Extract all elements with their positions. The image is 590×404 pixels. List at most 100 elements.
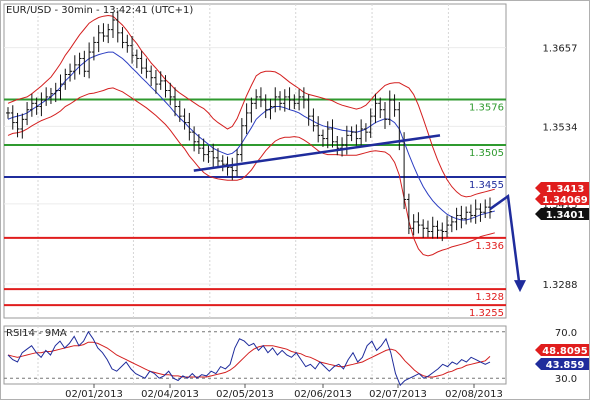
- price-bar: [483, 199, 488, 219]
- y-tick-label: 1.3288: [543, 280, 578, 291]
- price-bar: [72, 55, 77, 80]
- price-bar: [110, 12, 115, 38]
- price-bar: [68, 63, 73, 82]
- price-bar: [177, 100, 182, 122]
- forecast-arrow-head: [514, 280, 526, 293]
- price-bar: [387, 90, 392, 126]
- rsi-ma-line: [7, 341, 491, 378]
- price-bar: [39, 92, 44, 117]
- rsi-tick-label: 70.0: [555, 328, 577, 339]
- badge-bid-label: 1.34069: [542, 195, 588, 206]
- price-bar: [325, 121, 330, 149]
- y-tick-label: 1.3657: [543, 44, 578, 55]
- price-bar: [34, 97, 39, 115]
- price-bar: [192, 126, 197, 152]
- price-bar: [158, 71, 163, 90]
- price-bar: [130, 36, 135, 64]
- price-bar: [201, 138, 206, 162]
- price-bar: [330, 119, 335, 148]
- badge-last-shape: [535, 182, 589, 194]
- price-bar: [373, 93, 378, 124]
- price-bar: [77, 52, 82, 75]
- price-bar: [258, 87, 263, 108]
- level-label: 1.328: [475, 292, 504, 303]
- price-bar: [187, 112, 192, 141]
- price-bar: [139, 50, 144, 74]
- price-bar: [211, 143, 216, 168]
- y-tick-label: 1.3534: [543, 122, 578, 133]
- level-label: 1.3255: [469, 308, 504, 319]
- level-label: 1.3576: [469, 102, 504, 113]
- price-bar: [335, 136, 340, 156]
- level-label: 1.336: [475, 241, 504, 252]
- level-label: 1.3505: [469, 148, 504, 159]
- price-bar: [454, 207, 459, 231]
- price-bar: [383, 102, 388, 129]
- price-bar: [144, 58, 149, 79]
- x-tick-label: 02/08/2013: [445, 389, 503, 400]
- price-bar: [82, 50, 87, 78]
- price-bar: [220, 155, 225, 172]
- badge-price-label: 1.3401: [546, 210, 585, 221]
- rsi-badge-shape: [535, 358, 589, 370]
- price-bar: [6, 107, 10, 119]
- price-bar: [25, 102, 30, 126]
- price-bar: [106, 23, 111, 44]
- price-bar: [273, 87, 278, 113]
- price-bar: [48, 87, 53, 104]
- price-bar: [15, 112, 20, 138]
- x-tick-label: 02/04/2013: [141, 389, 199, 400]
- rsi-title: RSI14 - 9MA: [6, 328, 67, 339]
- price-bar: [120, 27, 125, 49]
- price-bar: [96, 25, 101, 53]
- price-bar: [163, 75, 168, 98]
- level-label: 1.3455: [469, 180, 504, 191]
- badge-price-shape: [535, 208, 589, 220]
- price-bar: [215, 148, 220, 167]
- price-bar: [349, 126, 354, 142]
- rsi-line: [7, 330, 491, 387]
- price-bar: [10, 105, 15, 130]
- price-bar: [63, 68, 68, 90]
- badge-last-label: 1.3413: [546, 184, 585, 195]
- price-bar: [44, 87, 49, 106]
- price-bar: [125, 34, 130, 53]
- price-bar: [292, 94, 297, 110]
- price-bar: [416, 212, 421, 234]
- price-bar: [58, 74, 63, 101]
- price-bar: [282, 89, 287, 112]
- price-bar: [440, 222, 445, 242]
- price-bar: [392, 94, 397, 117]
- price-bar: [301, 87, 306, 109]
- price-bar: [297, 89, 302, 111]
- y-tick-label: 1.3413: [543, 200, 578, 211]
- price-bar: [206, 145, 211, 163]
- price-bar: [53, 82, 58, 103]
- price-bar: [411, 214, 416, 236]
- rsi-badge-shape: [535, 344, 589, 356]
- price-bar: [287, 87, 292, 110]
- bollinger-upper: [7, 14, 495, 198]
- price-bar: [149, 65, 154, 87]
- chart-title: EUR/USD - 30min - 13:42:41 (UTC+1): [6, 5, 193, 16]
- price-bar: [354, 124, 359, 146]
- price-bar: [168, 82, 173, 106]
- x-tick-label: 02/07/2013: [369, 389, 427, 400]
- price-bar: [320, 129, 325, 147]
- price-bar: [473, 199, 478, 224]
- rsi-tick-label: 30.0: [555, 374, 577, 385]
- price-bar: [173, 87, 178, 117]
- price-bar: [182, 108, 187, 130]
- price-bar: [249, 97, 254, 123]
- price-bar: [254, 89, 259, 110]
- rsi-panel: [3, 325, 507, 385]
- forecast-arrow-line: [489, 194, 522, 290]
- price-bar: [91, 36, 96, 61]
- price-bar: [101, 23, 106, 42]
- price-bar: [425, 220, 430, 238]
- price-bar: [230, 157, 235, 181]
- price-bar: [359, 119, 364, 147]
- price-bar: [263, 94, 268, 119]
- price-bar: [278, 91, 283, 111]
